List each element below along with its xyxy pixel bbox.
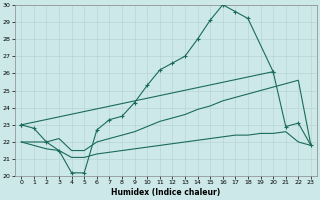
X-axis label: Humidex (Indice chaleur): Humidex (Indice chaleur) bbox=[111, 188, 221, 197]
